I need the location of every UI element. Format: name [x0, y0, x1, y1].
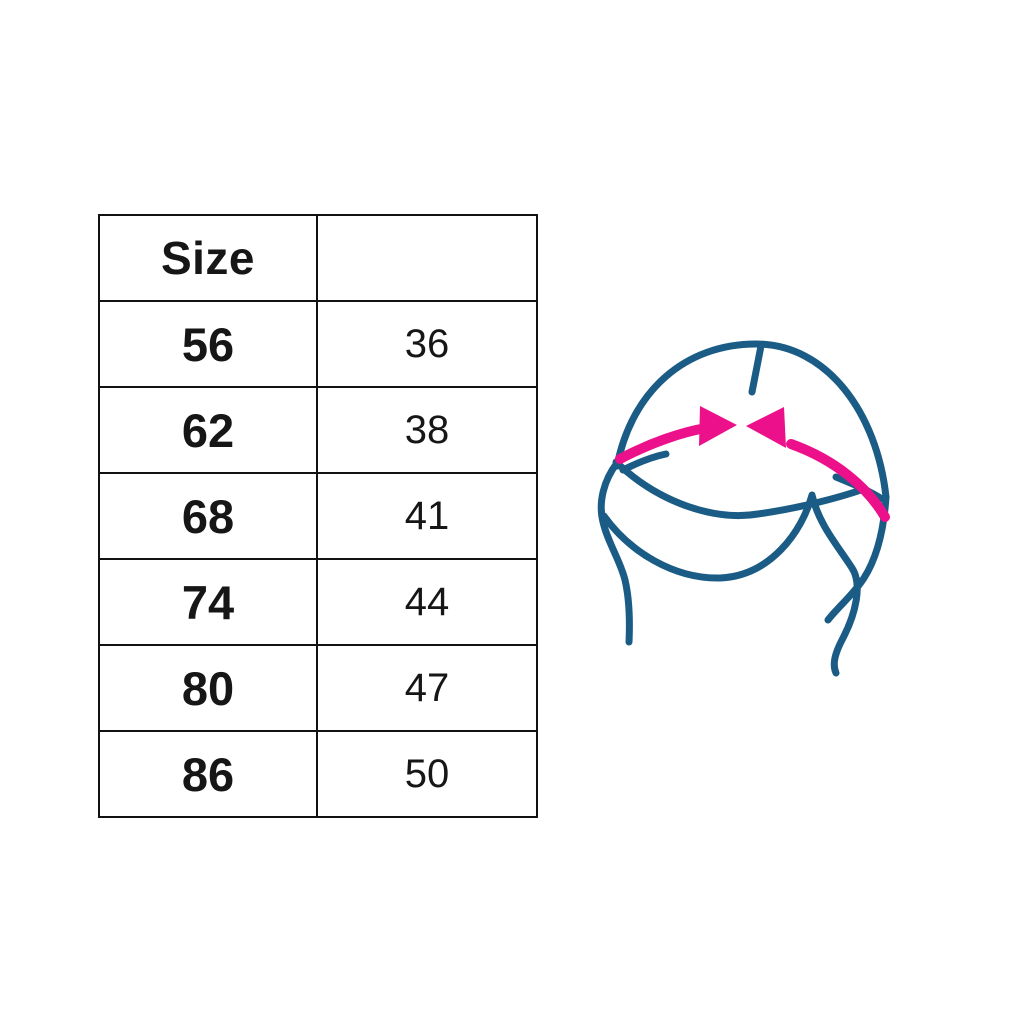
hat-brim-top-line [612, 458, 868, 520]
measurement-arrow-shafts [615, 423, 890, 522]
measurement-arrows [615, 406, 890, 522]
table-row: 56 36 [98, 300, 538, 388]
hat-outline [597, 340, 890, 677]
size-column-header: Size [98, 214, 318, 302]
circumference-value: 38 [316, 386, 538, 474]
table-header-row: Size [98, 214, 538, 302]
size-value: 62 [98, 386, 318, 474]
measurement-arrow-left-shaft [615, 423, 711, 464]
size-value: 56 [98, 300, 318, 388]
size-value: 74 [98, 558, 318, 646]
hat-opening-and-right-string [600, 491, 861, 677]
table-row: 74 44 [98, 558, 538, 646]
measurement-column-header [316, 214, 538, 302]
measurement-arrowhead-right-pointing [699, 406, 737, 446]
measurement-arrow-right-shaft [786, 439, 890, 522]
hat-top-seam-line [748, 342, 765, 396]
table-row: 62 38 [98, 386, 538, 474]
measurement-arrowhead-left-pointing [746, 407, 786, 448]
hat-crown-line [613, 340, 890, 501]
circumference-value: 47 [316, 644, 538, 732]
table-row: 68 41 [98, 472, 538, 560]
circumference-value: 36 [316, 300, 538, 388]
circumference-value: 41 [316, 472, 538, 560]
baby-hat-illustration [597, 340, 890, 677]
size-value: 68 [98, 472, 318, 560]
hat-left-string [597, 459, 633, 646]
hat-brim-accent-left [619, 450, 670, 474]
table-row: 86 50 [98, 730, 538, 818]
circumference-value: 50 [316, 730, 538, 818]
circumference-value: 44 [316, 558, 538, 646]
size-chart-table: Size 56 36 62 38 68 41 74 44 80 [98, 214, 538, 818]
size-value: 86 [98, 730, 318, 818]
table-row: 80 47 [98, 644, 538, 732]
size-value: 80 [98, 644, 318, 732]
